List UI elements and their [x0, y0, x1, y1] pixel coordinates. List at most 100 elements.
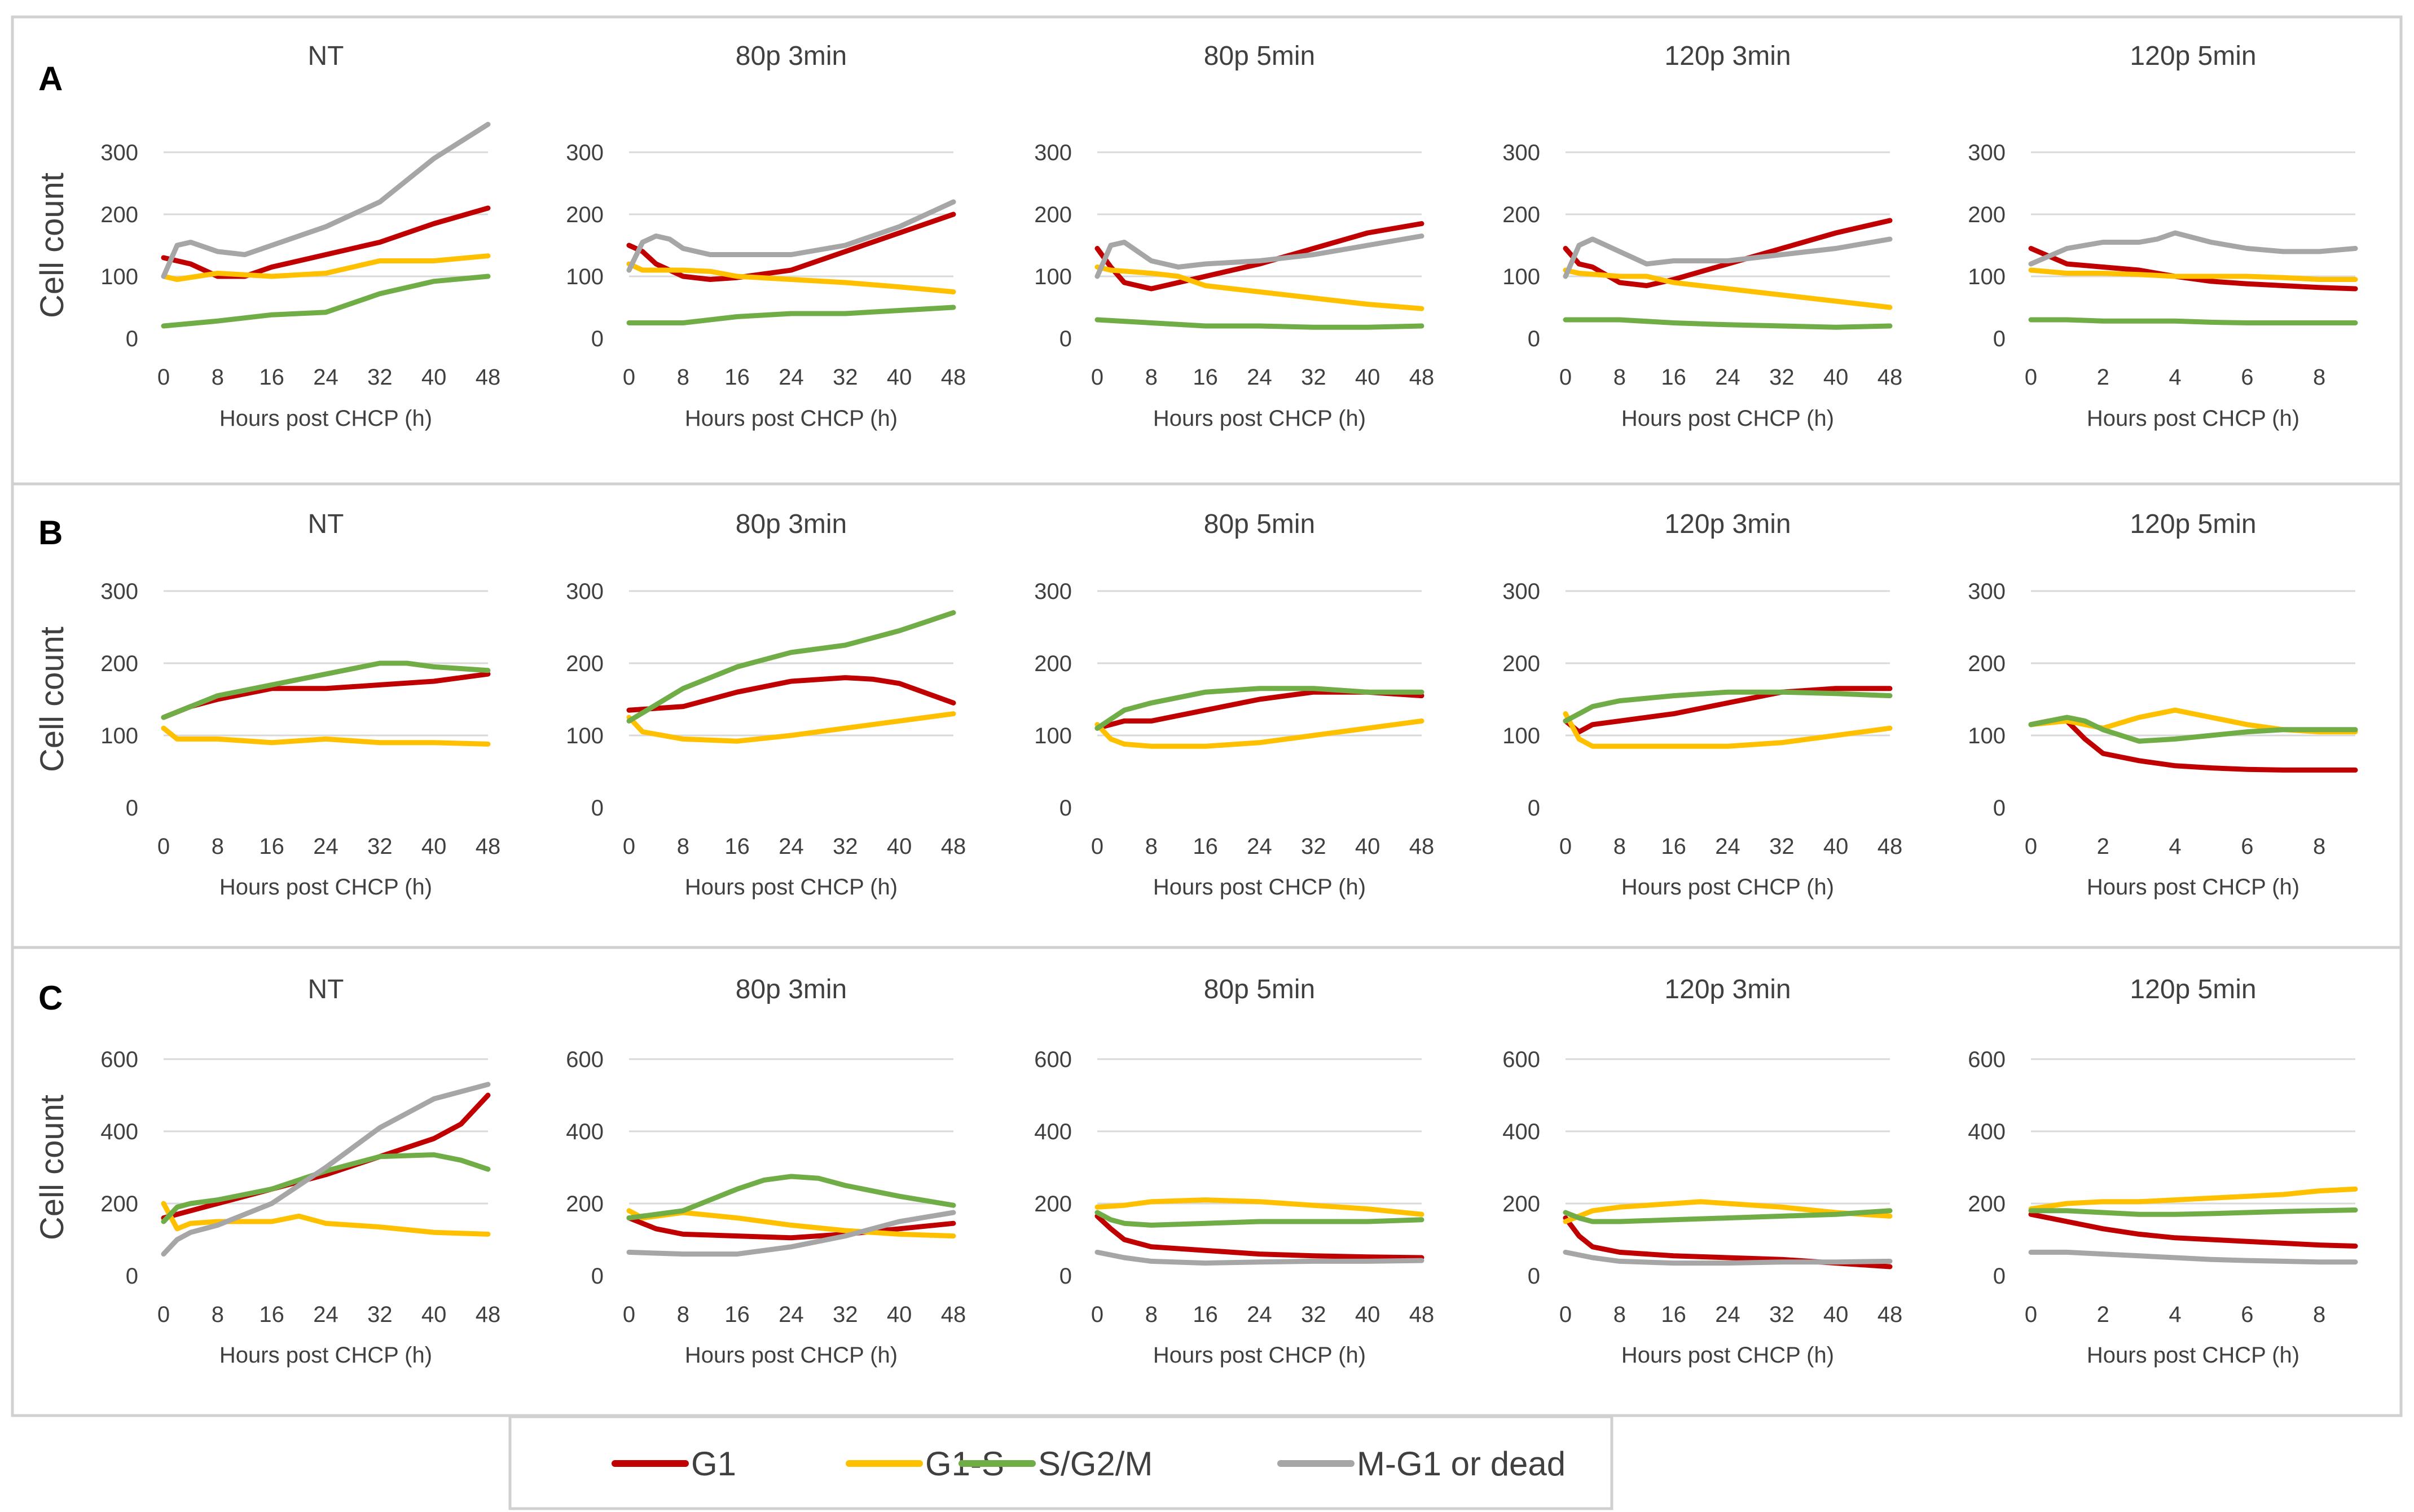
y-tick-label: 200 [1502, 1192, 1540, 1216]
x-tick-label: 48 [1877, 365, 1903, 390]
x-tick-label: 40 [887, 834, 912, 859]
x-tick-label: 0 [2025, 834, 2037, 859]
series-line-s-g2-m [2028, 1207, 2358, 1217]
series-line-m-g1-or-dead [626, 1210, 956, 1257]
x-tick-label: 24 [313, 1302, 338, 1327]
y-tick-label: 0 [1993, 327, 2006, 351]
y-tick-label: 200 [1968, 202, 2006, 227]
x-tick-label: 24 [779, 834, 804, 859]
x-tick-label: 0 [2025, 1302, 2037, 1327]
x-tick-label: 32 [1301, 365, 1326, 390]
x-tick-label: 16 [724, 365, 750, 390]
x-tick-label: 32 [367, 1302, 393, 1327]
legend-label-g1: G1 [691, 1445, 736, 1483]
series-line-g1 [2028, 246, 2358, 292]
x-tick-label: 24 [1247, 834, 1272, 859]
series-line-g1 [161, 1092, 491, 1221]
x-tick-label: 0 [157, 834, 170, 859]
chart-title: 120p 3min [1664, 509, 1791, 539]
y-tick-label: 600 [1034, 1047, 1072, 1072]
x-tick-label: 0 [623, 365, 635, 390]
chart-panel-a-120p-3min: 120p 3min 0 100 200 300 0 8 16 24 32 40 48 Hours pos… [1502, 41, 1902, 431]
series-line-s-g2-m [1563, 1208, 1893, 1224]
y-tick-label: 200 [1034, 202, 1072, 227]
x-tick-label: 16 [259, 365, 284, 390]
y-tick-label: 300 [100, 579, 138, 604]
x-tick-label: 16 [259, 1302, 284, 1327]
y-tick-label: 100 [100, 724, 138, 748]
x-tick-label: 48 [1409, 834, 1435, 859]
series-line-m-g1-or-dead [161, 1082, 491, 1257]
y-tick-label: 400 [100, 1119, 138, 1144]
series-line-g1 [2028, 1211, 2358, 1249]
x-tick-label: 48 [1877, 834, 1903, 859]
series-line-m-g1-or-dead [2028, 230, 2358, 267]
series-line-s-g2-m [2028, 317, 2358, 325]
chart-title: 120p 5min [2130, 509, 2256, 539]
x-tick-label: 8 [2313, 365, 2325, 390]
chart-title: 120p 3min [1664, 41, 1791, 71]
chart-title: 80p 3min [736, 975, 847, 1004]
y-tick-label: 0 [591, 796, 604, 821]
y-tick-label: 100 [1502, 724, 1540, 748]
chart-title: 120p 5min [2130, 41, 2256, 71]
x-tick-label: 4 [2169, 365, 2181, 390]
series-line-g1 [626, 211, 956, 282]
x-tick-label: 24 [1715, 834, 1740, 859]
series-line-m-g1-or-dead [626, 199, 956, 273]
x-axis-label: Hours post CHCP (h) [685, 1343, 898, 1368]
x-tick-label: 0 [1091, 834, 1103, 859]
y-tick-label: 200 [100, 202, 138, 227]
y-tick-label: 0 [1059, 796, 1072, 821]
x-tick-label: 40 [887, 1302, 912, 1327]
series-line-s-g2-m [626, 305, 956, 325]
y-tick-label: 400 [1502, 1119, 1540, 1144]
legend-label-m-g1-or-dead: M-G1 or dead [1357, 1445, 1566, 1483]
x-tick-label: 16 [1193, 365, 1218, 390]
chart-panel-b-120p-5min: 120p 5min 0 100 200 300 0 2 4 6 8 Hours post CHCP … [1968, 509, 2358, 900]
series-line-g1-s [2028, 267, 2358, 282]
chart-panel-a-120p-5min: 120p 5min 0 100 200 300 0 2 4 6 8 Hours post CHCP … [1968, 41, 2358, 431]
x-tick-label: 8 [2313, 834, 2325, 859]
y-tick-label: 0 [591, 327, 604, 351]
x-tick-label: 40 [1823, 834, 1849, 859]
x-axis-label: Hours post CHCP (h) [2087, 406, 2299, 431]
y-tick-label: 200 [1034, 1192, 1072, 1216]
x-tick-label: 2 [2097, 834, 2109, 859]
x-tick-label: 48 [941, 834, 966, 859]
x-tick-label: 8 [212, 365, 224, 390]
y-tick-label: 600 [566, 1047, 604, 1072]
series-line-s-g2-m [1563, 317, 1893, 330]
series-line-g1-s [161, 725, 491, 747]
series-line-m-g1-or-dead [161, 122, 491, 279]
y-tick-label: 400 [566, 1119, 604, 1144]
x-axis-label: Hours post CHCP (h) [1621, 1343, 1834, 1368]
y-tick-label: 100 [566, 265, 604, 289]
series-line-s-g2-m [1563, 689, 1893, 724]
x-tick-label: 40 [1355, 1302, 1380, 1327]
x-tick-label: 40 [1823, 365, 1849, 390]
y-tick-label: 0 [1528, 796, 1540, 821]
series-line-m-g1-or-dead [1563, 1249, 1893, 1266]
x-tick-label: 16 [724, 834, 750, 859]
x-tick-label: 0 [623, 834, 635, 859]
x-tick-label: 48 [476, 834, 501, 859]
x-tick-label: 48 [1877, 1302, 1903, 1327]
x-tick-label: 32 [1769, 365, 1795, 390]
x-tick-label: 0 [1559, 365, 1572, 390]
x-tick-label: 6 [2241, 1302, 2253, 1327]
series-line-g1-s [626, 261, 956, 294]
y-tick-label: 300 [566, 140, 604, 165]
y-tick-label: 400 [1034, 1119, 1072, 1144]
x-tick-label: 0 [1559, 834, 1572, 859]
series-line-g1 [1563, 218, 1893, 288]
series-line-g1-s [1094, 265, 1424, 311]
x-tick-label: 4 [2169, 1302, 2181, 1327]
y-tick-label: 200 [1034, 651, 1072, 676]
x-tick-label: 16 [1193, 834, 1218, 859]
x-tick-label: 8 [1613, 1302, 1626, 1327]
panel-label-b: B [38, 514, 63, 552]
x-tick-label: 40 [421, 834, 447, 859]
series-line-s-g2-m [2028, 715, 2358, 744]
legend-box [508, 1415, 1613, 1510]
